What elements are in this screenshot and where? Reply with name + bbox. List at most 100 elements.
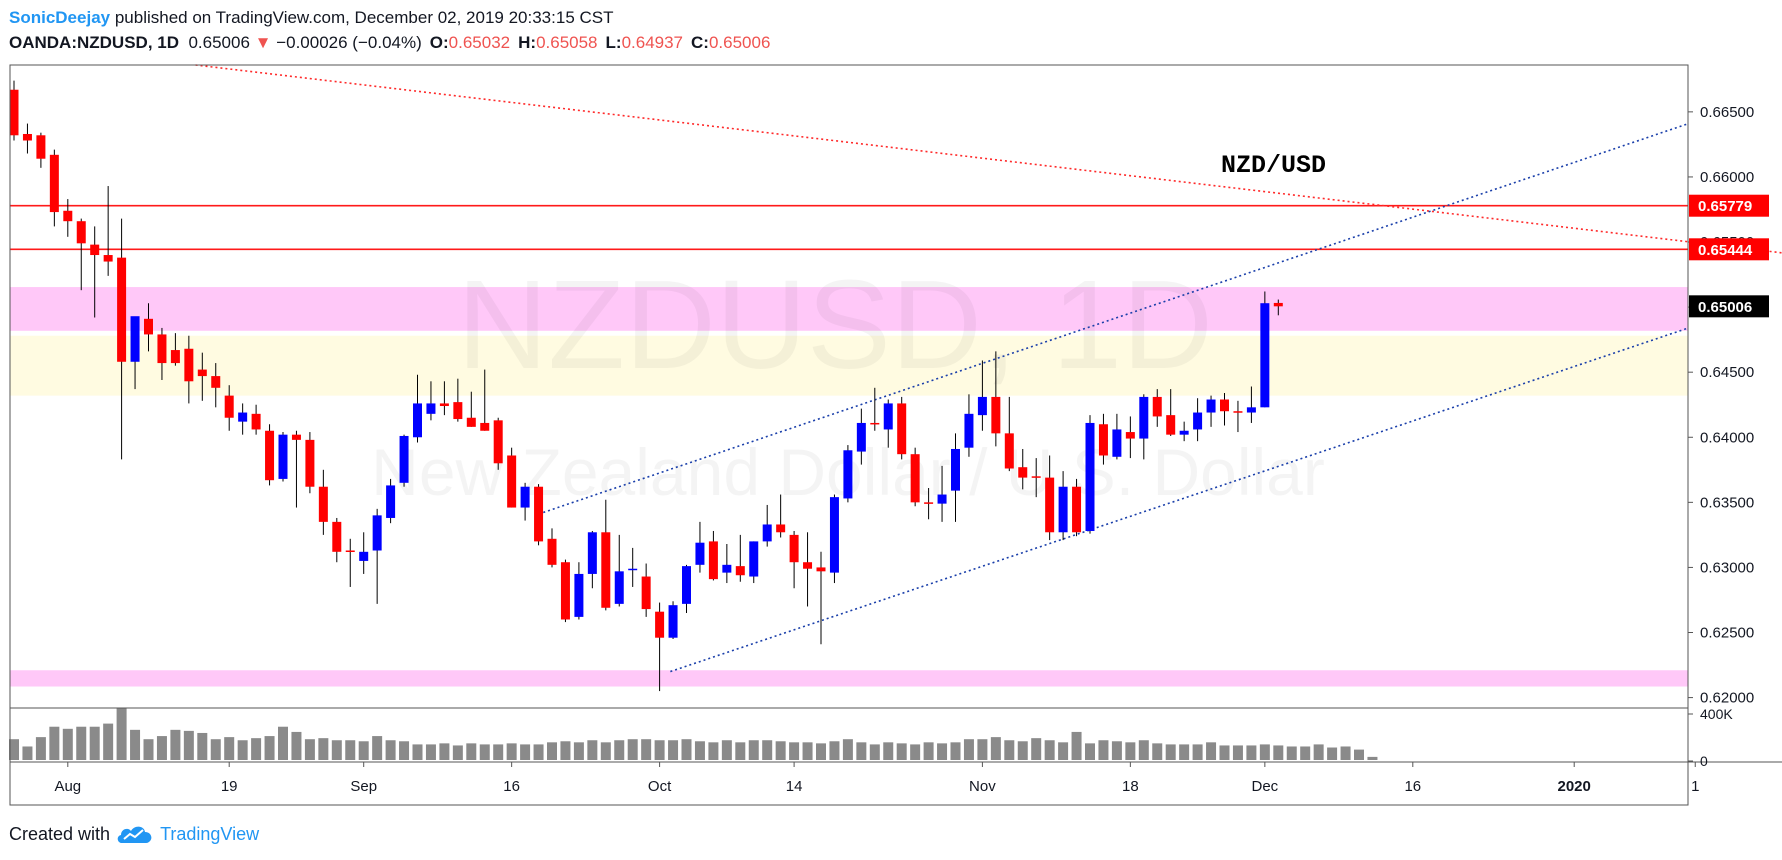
candle-body	[1166, 415, 1176, 435]
candle-body	[547, 538, 557, 565]
candle	[493, 417, 503, 470]
time-axis[interactable]: Aug 19 Sep 16 Oct 14 Nov 18 Dec 16 2020 1	[54, 762, 1699, 795]
candle-body	[964, 413, 974, 448]
candle	[251, 404, 261, 435]
volume-bar	[1286, 746, 1297, 760]
candle-body	[843, 450, 853, 499]
candle-body	[735, 566, 745, 576]
volume-bar	[1058, 742, 1069, 760]
candle-body	[641, 576, 651, 610]
candle-body	[372, 515, 382, 551]
low-value: 0.64937	[621, 33, 684, 52]
candle-body	[1233, 411, 1243, 413]
candle	[977, 360, 987, 431]
candle-body	[157, 334, 167, 364]
candle-body	[977, 396, 987, 416]
candle	[601, 499, 611, 611]
candle	[883, 399, 893, 448]
candle	[628, 547, 638, 587]
volume-tick-label: 400K	[1700, 706, 1733, 722]
time-tick-label: Sep	[350, 778, 377, 795]
price-tick-label: 0.64000	[1700, 429, 1754, 446]
candle	[1246, 386, 1256, 423]
candle-body	[560, 562, 570, 620]
trend-line-2[interactable]	[670, 327, 1689, 673]
close-label: C:	[691, 33, 709, 52]
candle-body	[117, 257, 127, 362]
volume-bar	[1085, 743, 1095, 760]
volume-bar	[721, 740, 732, 760]
candle	[1273, 299, 1283, 316]
candle	[63, 199, 73, 237]
volume-bar	[977, 739, 988, 760]
volume-bar	[49, 726, 60, 760]
candle-body	[318, 486, 328, 522]
candle	[749, 541, 759, 584]
volume-bar	[1313, 744, 1324, 760]
volume-axis: 400K 0	[1688, 706, 1733, 769]
volume-bar	[1044, 740, 1055, 760]
candle	[991, 351, 1001, 447]
time-tick-label: 19	[221, 778, 238, 795]
author-name[interactable]: SonicDeejay	[9, 8, 111, 27]
candle-body	[224, 395, 234, 418]
candle-body	[1179, 430, 1189, 435]
candle-body	[883, 403, 893, 430]
candle-body	[1045, 477, 1055, 533]
candle-body	[439, 403, 449, 407]
candle-body	[197, 369, 207, 377]
volume-bar	[1152, 743, 1163, 760]
candle	[937, 465, 947, 522]
candle-body	[776, 524, 786, 533]
candle-body	[722, 564, 732, 573]
publish-info: SonicDeejay published on TradingView.com…	[9, 8, 614, 28]
volume-bar	[547, 742, 557, 760]
candle	[439, 381, 449, 416]
candle	[22, 123, 32, 154]
volume-bar	[520, 744, 531, 760]
candle-body	[924, 502, 934, 504]
candle-body	[332, 521, 342, 552]
price-label-text: 0.65779	[1698, 198, 1752, 215]
candle	[291, 430, 301, 508]
volume-bar	[1354, 749, 1364, 760]
candle-body	[413, 403, 422, 438]
candle-body	[1004, 433, 1014, 469]
volume-bar	[170, 729, 181, 760]
zone-0	[10, 287, 1688, 331]
published-text: published on TradingView.com, December 0…	[110, 8, 614, 27]
volume-bar	[573, 742, 584, 760]
volume-bar	[103, 723, 114, 760]
price-axis[interactable]: 0.665000.660000.655000.650000.645000.640…	[1688, 104, 1754, 707]
candle-body	[305, 439, 315, 487]
volume-bar	[668, 740, 679, 760]
volume-bar	[694, 741, 705, 760]
candle-body	[1125, 432, 1135, 439]
volume-bar	[425, 744, 436, 760]
volume-bar	[76, 726, 87, 760]
candle-body	[601, 532, 611, 608]
volume-bar	[264, 736, 275, 760]
candle	[36, 132, 46, 168]
volume-bar	[789, 742, 800, 760]
price-label-text: 0.65006	[1698, 299, 1752, 316]
candle-body	[1206, 399, 1216, 413]
tradingview-link[interactable]: TradingView	[160, 823, 260, 844]
volume-bar	[210, 739, 221, 760]
volume-bar	[345, 740, 356, 760]
candle-body	[937, 494, 947, 504]
trend-line-0[interactable]	[195, 64, 1782, 254]
candle	[1112, 413, 1122, 460]
candle	[157, 327, 167, 380]
volume-bar	[587, 740, 598, 760]
volume-bar	[452, 745, 463, 760]
high-label: H:	[518, 33, 537, 52]
candle-body	[426, 403, 436, 414]
price-tick-label: 0.62000	[1700, 690, 1754, 707]
candle-body	[184, 348, 194, 382]
volume-bar	[130, 729, 141, 760]
candle-body	[951, 448, 960, 491]
volume-bar	[910, 744, 921, 760]
time-tick-label: 16	[1404, 778, 1421, 795]
